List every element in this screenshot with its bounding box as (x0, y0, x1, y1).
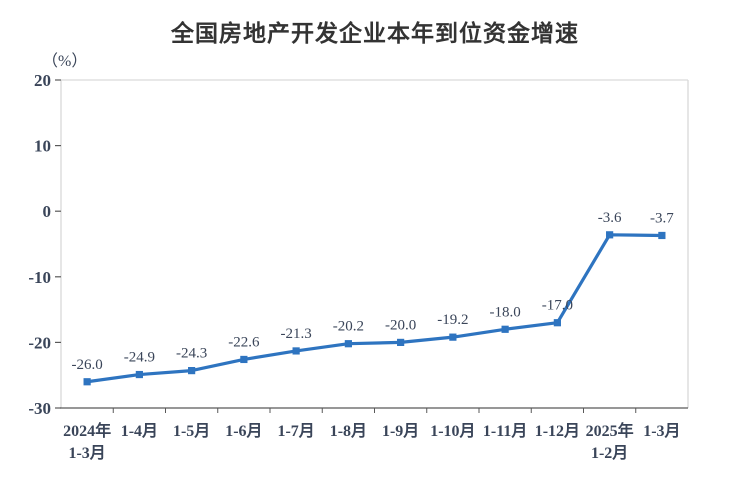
data-label: -20.2 (333, 319, 364, 335)
y-tick-label: -20 (28, 333, 51, 352)
data-label: -19.2 (437, 312, 468, 328)
data-label: -20.0 (385, 317, 416, 333)
x-tick-label: 1-6月 (225, 422, 262, 440)
x-tick-label: 1-4月 (121, 422, 158, 440)
series-line (85, 233, 664, 384)
x-tick-label: 2024年 (63, 421, 111, 440)
data-point-marker (397, 338, 405, 346)
data-point-marker (501, 325, 509, 333)
y-tick-label: 20 (34, 71, 51, 90)
data-label: -24.9 (124, 350, 155, 366)
data-point-marker (553, 319, 561, 327)
data-labels: -26.0 -24.9 -24.3 -22.6 -21.3 -20.2 -20.0 -19.2… (72, 210, 675, 373)
x-axis (60, 407, 688, 413)
data-point-marker (344, 340, 352, 348)
y-tick-label: 0 (43, 202, 52, 221)
y-tick-label: 10 (34, 137, 51, 156)
x-tick-label: 1-7月 (277, 422, 314, 440)
plot-border (60, 79, 689, 408)
y-axis-unit-label: （%） (42, 53, 88, 70)
data-label: -22.6 (228, 334, 260, 350)
series-markers (83, 231, 666, 386)
data-label: -18.0 (490, 304, 521, 320)
x-tick-label: 1-5月 (173, 422, 210, 440)
y-tick-label: -30 (28, 399, 51, 418)
data-point-marker (240, 355, 248, 364)
y-tick-label: -10 (28, 268, 51, 287)
x-tick-label: 1-10月 (430, 422, 475, 440)
data-label: -17.0 (542, 298, 573, 314)
data-point-marker (83, 378, 91, 386)
x-tick-label: 2025年 (586, 421, 634, 440)
data-label: -26.0 (72, 357, 103, 373)
x-tick-label: 1-8月 (330, 422, 367, 440)
x-tick-label: 1-11月 (483, 422, 527, 440)
data-point-marker (449, 333, 457, 341)
data-label: -21.3 (281, 326, 312, 342)
data-label: -3.6 (598, 210, 622, 226)
data-label: -24.3 (176, 346, 207, 362)
x-tick-label: 1-9月 (382, 422, 419, 440)
x-tick-label: 1-3月 (68, 444, 105, 462)
x-tick-label: 1-3月 (643, 422, 680, 440)
data-point-marker (606, 231, 614, 239)
x-axis-labels: 2024年 1-3月 1-4月 1-5月 1-6月 1-7月 1-8月 1-9月 1-10月 1-… (63, 421, 680, 462)
y-axis: 20 10 0 -10 -20 -30 (28, 71, 61, 418)
data-point-marker (658, 231, 666, 240)
data-point-marker (188, 367, 196, 375)
data-point-marker (292, 347, 300, 355)
x-tick-label: 1-12月 (535, 422, 580, 440)
chart-title: 全国房地产开发企业本年到位资金增速 (171, 20, 579, 46)
data-label: -3.7 (650, 210, 674, 226)
x-tick-label: 1-2月 (591, 444, 628, 462)
data-point-marker (135, 370, 143, 379)
